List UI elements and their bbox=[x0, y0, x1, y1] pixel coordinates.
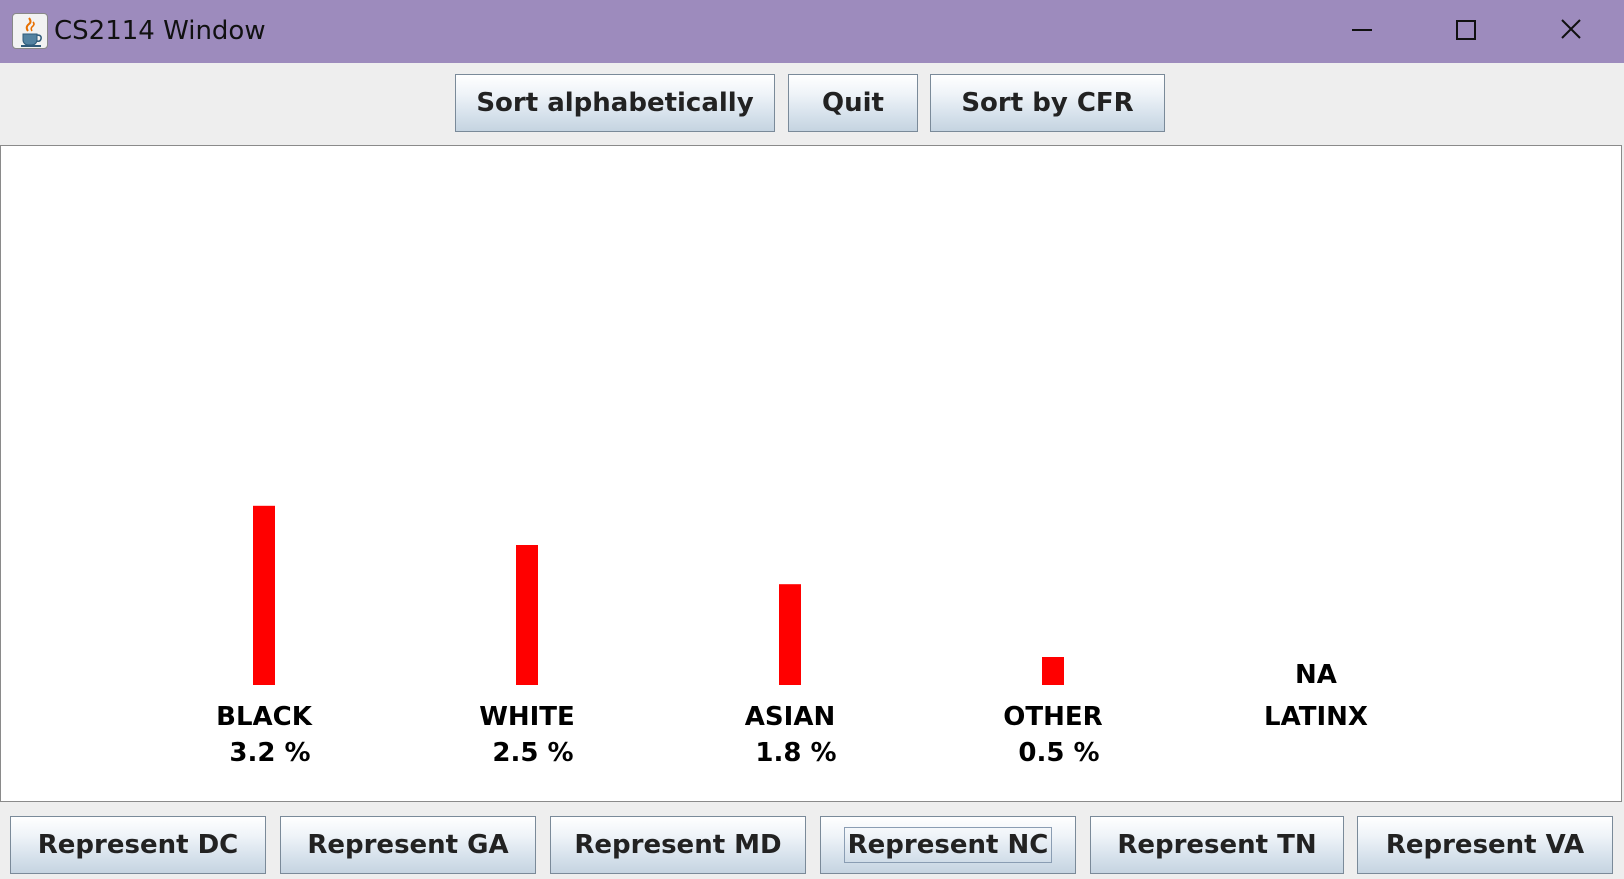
value-label-other: 0.5 % bbox=[1018, 738, 1099, 768]
sort-alphabetically-label: Sort alphabetically bbox=[476, 88, 754, 118]
value-label-white: 2.5 % bbox=[492, 738, 573, 768]
represent-md-button[interactable]: Represent MD bbox=[550, 816, 806, 874]
minimize-button[interactable] bbox=[1310, 0, 1410, 63]
represent-tn-button[interactable]: Represent TN bbox=[1090, 816, 1344, 874]
state-button-label: Represent DC bbox=[37, 830, 239, 860]
represent-ga-button[interactable]: Represent GA bbox=[280, 816, 536, 874]
quit-label: Quit bbox=[822, 88, 884, 118]
state-button-label: Represent MD bbox=[574, 830, 782, 860]
title-bar[interactable]: CS2114 Window bbox=[0, 0, 1624, 63]
represent-nc-button[interactable]: Represent NC bbox=[820, 816, 1076, 874]
bar-asian bbox=[779, 584, 801, 685]
sort-by-cfr-button[interactable]: Sort by CFR bbox=[930, 74, 1165, 132]
state-button-label: Represent TN bbox=[1117, 830, 1317, 860]
bar-white bbox=[516, 545, 538, 685]
bar-black bbox=[253, 505, 275, 685]
maximize-icon bbox=[1456, 20, 1476, 40]
minimize-icon bbox=[1352, 29, 1372, 31]
maximize-button[interactable] bbox=[1415, 0, 1515, 63]
java-cup-icon bbox=[12, 13, 48, 49]
category-label-black: BLACK bbox=[216, 702, 313, 732]
bar-other bbox=[1042, 657, 1064, 685]
sort-by-cfr-label: Sort by CFR bbox=[961, 88, 1134, 118]
value-label-black: 3.2 % bbox=[229, 738, 310, 768]
category-label-latinx: LATINX bbox=[1264, 702, 1368, 732]
represent-va-button[interactable]: Represent VA bbox=[1357, 816, 1613, 874]
sort-alphabetically-button[interactable]: Sort alphabetically bbox=[455, 74, 775, 132]
value-label-latinx: NA bbox=[1295, 660, 1337, 690]
window-title: CS2114 Window bbox=[54, 16, 266, 46]
close-button[interactable] bbox=[1520, 0, 1620, 63]
state-button-label: Represent VA bbox=[1385, 830, 1585, 860]
represent-dc-button[interactable]: Represent DC bbox=[10, 816, 266, 874]
category-label-other: OTHER bbox=[1003, 702, 1102, 732]
state-button-label: Represent NC bbox=[843, 827, 1053, 863]
bar-chart: BLACK 3.2 % WHITE 2.5 % ASIAN 1.8 % OTHER 0.5 %… bbox=[216, 505, 1368, 768]
quit-button[interactable]: Quit bbox=[788, 74, 918, 132]
close-icon bbox=[1561, 19, 1581, 39]
category-label-white: WHITE bbox=[479, 702, 575, 732]
category-label-asian: ASIAN bbox=[745, 702, 835, 732]
value-label-asian: 1.8 % bbox=[755, 738, 836, 768]
chart-panel: BLACK 3.2 % WHITE 2.5 % ASIAN 1.8 % OTHER 0.5 %… bbox=[0, 145, 1622, 802]
state-button-label: Represent GA bbox=[307, 830, 509, 860]
